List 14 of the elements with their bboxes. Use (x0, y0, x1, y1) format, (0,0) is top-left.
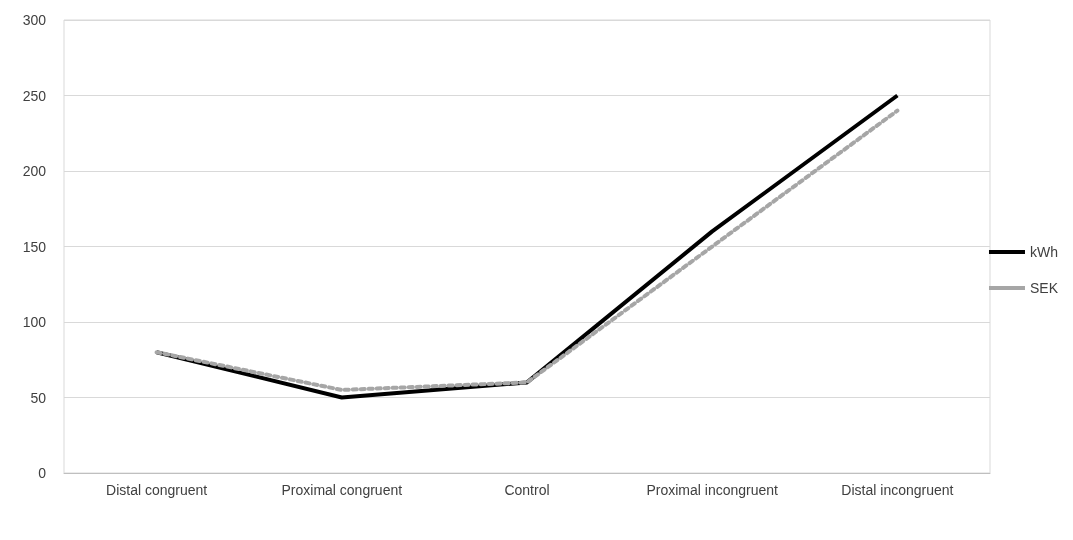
y-tick-label: 0 (38, 465, 47, 481)
x-tick-label: Proximal congruent (281, 482, 403, 498)
legend-label: SEK (1029, 280, 1059, 296)
x-tick-label: Distal incongruent (841, 482, 954, 498)
y-tick-label: 200 (22, 163, 47, 179)
y-tick-label: 250 (22, 87, 47, 104)
y-tick-label: 150 (22, 238, 47, 255)
y-tick-label: 100 (22, 314, 47, 330)
x-tick-label: Distal congruent (106, 482, 208, 498)
y-tick-label: 50 (30, 389, 47, 406)
legend-label: kWh (1029, 244, 1058, 260)
x-tick-label: Control (504, 482, 550, 498)
y-tick-label: 300 (22, 12, 47, 28)
x-tick-label: Proximal incongruent (646, 482, 779, 498)
